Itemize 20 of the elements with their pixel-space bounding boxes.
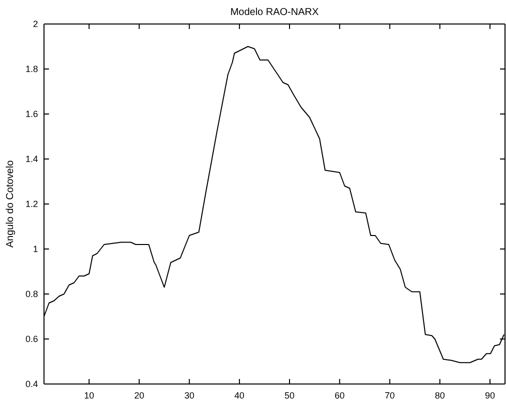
y-tick-label: 0.6 (25, 334, 38, 344)
y-tick-label: 1 (32, 244, 38, 254)
x-tick-label: 20 (134, 390, 144, 400)
y-tick-label: 1.4 (25, 154, 38, 164)
x-tick-label: 10 (84, 390, 94, 400)
y-axis-title: Angulo do Cotovelo (5, 160, 16, 248)
y-tick-label: 1.6 (25, 108, 38, 119)
y-tick-label: 1.2 (25, 198, 38, 209)
x-tick-label: 50 (284, 390, 295, 400)
x-tick-label: 90 (484, 390, 495, 400)
x-tick-label: 80 (434, 390, 445, 400)
y-tick-label: 0.4 (25, 378, 38, 389)
x-tick-label: 30 (184, 390, 194, 400)
x-tick-label: 70 (384, 390, 395, 400)
y-tick-label: 2 (32, 18, 38, 29)
y-tick-label: 1.8 (25, 64, 38, 74)
x-tick-label: 60 (334, 390, 345, 400)
y-tick-label: 0.8 (25, 288, 38, 299)
chart-title: Modelo RAO-NARX (230, 7, 320, 18)
x-tick-label: 40 (234, 390, 244, 400)
